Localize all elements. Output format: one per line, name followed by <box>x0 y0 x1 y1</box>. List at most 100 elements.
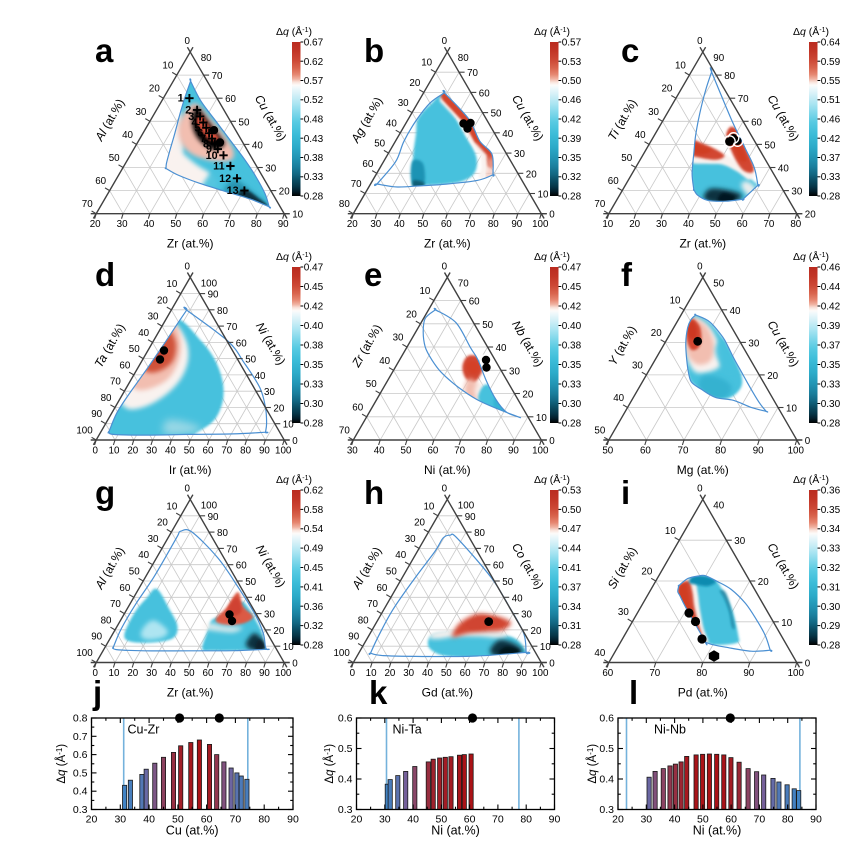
svg-text:20: 20 <box>347 219 358 230</box>
svg-text:0: 0 <box>184 484 190 495</box>
svg-text:80: 80 <box>696 668 707 679</box>
svg-text:100: 100 <box>76 426 93 437</box>
svg-text:0.32: 0.32 <box>821 563 841 574</box>
svg-text:30: 30 <box>398 98 409 109</box>
svg-text:12: 12 <box>219 173 231 185</box>
svg-text:30: 30 <box>135 107 146 118</box>
svg-text:40: 40 <box>143 219 154 230</box>
svg-text:60: 60 <box>751 117 762 128</box>
svg-text:8: 8 <box>203 138 209 150</box>
svg-text:0: 0 <box>442 36 448 47</box>
svg-text:30: 30 <box>264 610 275 621</box>
svg-text:0.5: 0.5 <box>338 743 353 755</box>
svg-text:0.29: 0.29 <box>821 621 841 632</box>
svg-text:20: 20 <box>86 814 98 826</box>
svg-text:0.33: 0.33 <box>562 380 582 391</box>
svg-text:10: 10 <box>292 210 303 221</box>
svg-text:20: 20 <box>273 404 284 415</box>
svg-text:0.50: 0.50 <box>562 505 582 516</box>
svg-text:Cu (at.%): Cu (at.%) <box>166 824 219 838</box>
svg-text:10: 10 <box>781 618 792 629</box>
svg-text:0: 0 <box>442 484 448 495</box>
svg-text:0: 0 <box>697 484 703 495</box>
svg-text:0.6: 0.6 <box>73 749 88 761</box>
svg-text:90: 90 <box>753 446 764 457</box>
svg-text:0.5: 0.5 <box>599 743 614 755</box>
svg-text:0.30: 0.30 <box>821 399 841 410</box>
svg-text:60: 60 <box>201 814 213 826</box>
svg-text:0.28: 0.28 <box>304 192 324 203</box>
svg-text:50: 50 <box>184 668 195 679</box>
svg-text:30: 30 <box>618 607 629 618</box>
svg-text:10: 10 <box>283 642 294 653</box>
svg-text:50: 50 <box>710 219 721 230</box>
svg-text:Ni (at.%): Ni (at.%) <box>693 824 742 838</box>
svg-text:70: 70 <box>212 71 223 82</box>
svg-text:0.30: 0.30 <box>821 602 841 613</box>
svg-text:30: 30 <box>648 107 659 118</box>
svg-text:0.42: 0.42 <box>562 115 582 126</box>
svg-text:60: 60 <box>203 668 214 679</box>
svg-text:70: 70 <box>221 668 232 679</box>
svg-text:0: 0 <box>92 446 98 457</box>
svg-text:90: 90 <box>516 668 527 679</box>
svg-text:90: 90 <box>810 814 822 826</box>
svg-text:0.47: 0.47 <box>562 524 582 535</box>
svg-text:40: 40 <box>395 550 406 561</box>
svg-text:50: 50 <box>366 379 377 390</box>
svg-text:0.44: 0.44 <box>562 544 582 555</box>
svg-text:60: 60 <box>469 297 480 308</box>
svg-text:20: 20 <box>651 328 662 339</box>
svg-text:0.36: 0.36 <box>821 486 841 497</box>
svg-text:70: 70 <box>82 199 93 210</box>
svg-text:70: 70 <box>754 814 766 826</box>
svg-text:20: 20 <box>127 446 138 457</box>
svg-text:50: 50 <box>184 446 195 457</box>
svg-text:0.59: 0.59 <box>821 57 841 68</box>
svg-text:60: 60 <box>493 561 504 572</box>
svg-text:60: 60 <box>376 583 387 594</box>
svg-text:50: 50 <box>129 344 140 355</box>
svg-text:100: 100 <box>275 668 292 679</box>
svg-text:20: 20 <box>409 78 420 89</box>
svg-text:Zr (at.%): Zr (at.%) <box>424 237 471 251</box>
svg-text:30: 30 <box>347 446 358 457</box>
svg-text:80: 80 <box>258 814 270 826</box>
svg-text:0.67: 0.67 <box>304 38 324 49</box>
svg-text:0.28: 0.28 <box>821 419 841 430</box>
svg-text:0.43: 0.43 <box>304 134 324 145</box>
svg-text:10: 10 <box>421 58 432 69</box>
svg-text:60: 60 <box>119 360 130 371</box>
svg-text:90: 90 <box>743 668 754 679</box>
svg-text:10: 10 <box>540 642 551 653</box>
svg-text:Zr (at.%): Zr (at.%) <box>167 237 214 251</box>
svg-text:50: 50 <box>436 814 448 826</box>
svg-text:i: i <box>621 474 630 511</box>
svg-text:30: 30 <box>521 610 532 621</box>
svg-text:0.57: 0.57 <box>304 76 324 87</box>
svg-text:70: 70 <box>339 426 350 437</box>
svg-text:0.39: 0.39 <box>821 321 841 332</box>
svg-text:7: 7 <box>200 133 206 145</box>
svg-text:30: 30 <box>405 534 416 545</box>
svg-text:80: 80 <box>101 615 112 626</box>
svg-text:5: 5 <box>194 122 200 134</box>
svg-text:40: 40 <box>635 130 646 141</box>
svg-text:0.28: 0.28 <box>821 192 841 203</box>
svg-text:h: h <box>364 474 384 511</box>
svg-text:30: 30 <box>264 387 275 398</box>
svg-text:0: 0 <box>805 659 811 670</box>
svg-text:30: 30 <box>748 338 759 349</box>
svg-text:50: 50 <box>129 567 140 578</box>
svg-text:0: 0 <box>292 436 298 447</box>
svg-text:60: 60 <box>236 338 247 349</box>
svg-text:10: 10 <box>206 150 218 162</box>
svg-text:30: 30 <box>393 333 404 344</box>
svg-text:0.4: 0.4 <box>73 786 88 798</box>
svg-text:100: 100 <box>532 219 549 230</box>
svg-text:100: 100 <box>333 648 350 659</box>
svg-text:0.54: 0.54 <box>304 524 324 535</box>
svg-text:10: 10 <box>166 279 177 290</box>
svg-text:30: 30 <box>734 536 745 547</box>
svg-text:20: 20 <box>767 371 778 382</box>
